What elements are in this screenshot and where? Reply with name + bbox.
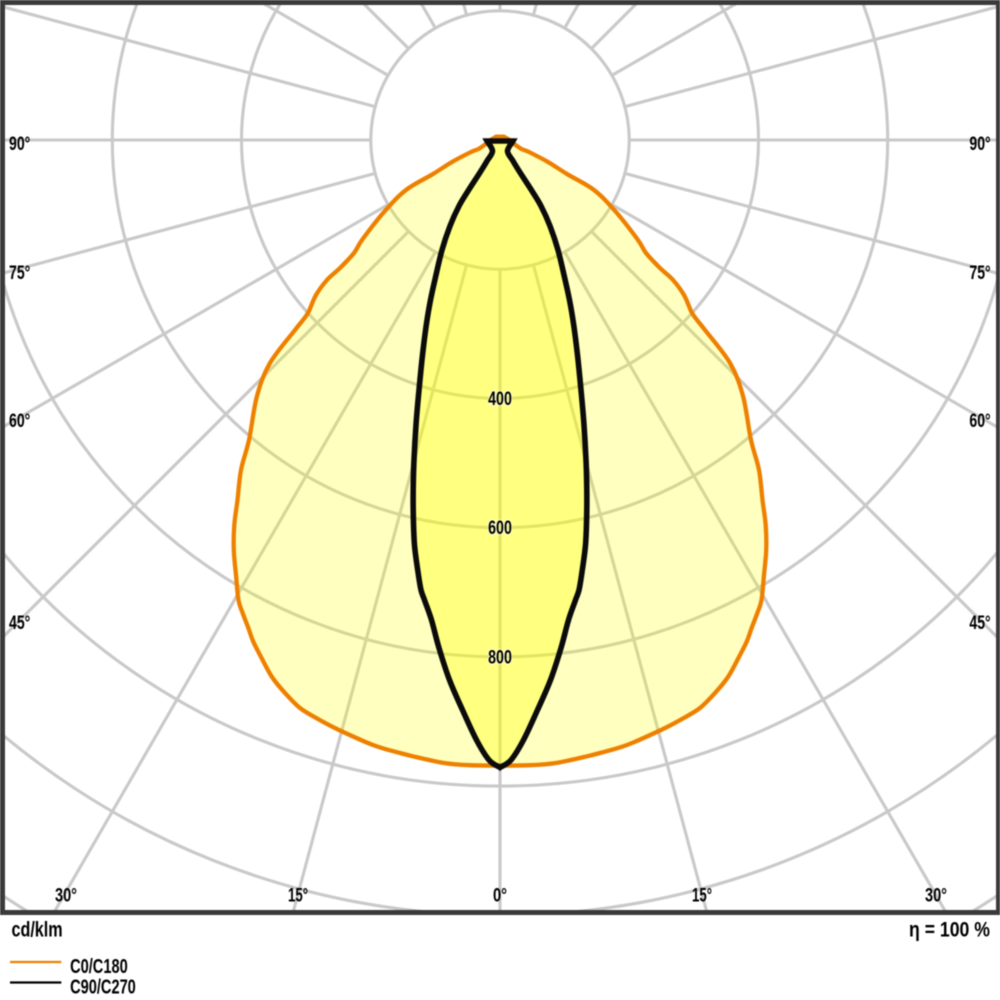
svg-text:45°: 45° xyxy=(9,613,30,634)
svg-text:C0/C180: C0/C180 xyxy=(70,956,128,978)
svg-text:75°: 75° xyxy=(969,263,990,284)
svg-text:cd/klm: cd/klm xyxy=(12,919,63,942)
svg-text:75°: 75° xyxy=(9,263,30,284)
svg-text:0°: 0° xyxy=(493,885,507,906)
svg-text:60°: 60° xyxy=(9,411,30,432)
svg-text:90°: 90° xyxy=(969,134,990,155)
svg-text:30°: 30° xyxy=(925,885,947,906)
svg-text:800: 800 xyxy=(488,647,512,668)
svg-text:45°: 45° xyxy=(969,613,990,634)
svg-text:30°: 30° xyxy=(55,885,77,906)
svg-text:90°: 90° xyxy=(9,134,30,155)
svg-text:C90/C270: C90/C270 xyxy=(70,976,136,998)
svg-text:600: 600 xyxy=(488,518,512,539)
svg-text:15°: 15° xyxy=(288,885,308,906)
svg-text:15°: 15° xyxy=(692,885,712,906)
svg-text:400: 400 xyxy=(488,389,512,410)
svg-text:η = 100 %: η = 100 % xyxy=(909,918,990,941)
svg-text:60°: 60° xyxy=(969,411,990,432)
